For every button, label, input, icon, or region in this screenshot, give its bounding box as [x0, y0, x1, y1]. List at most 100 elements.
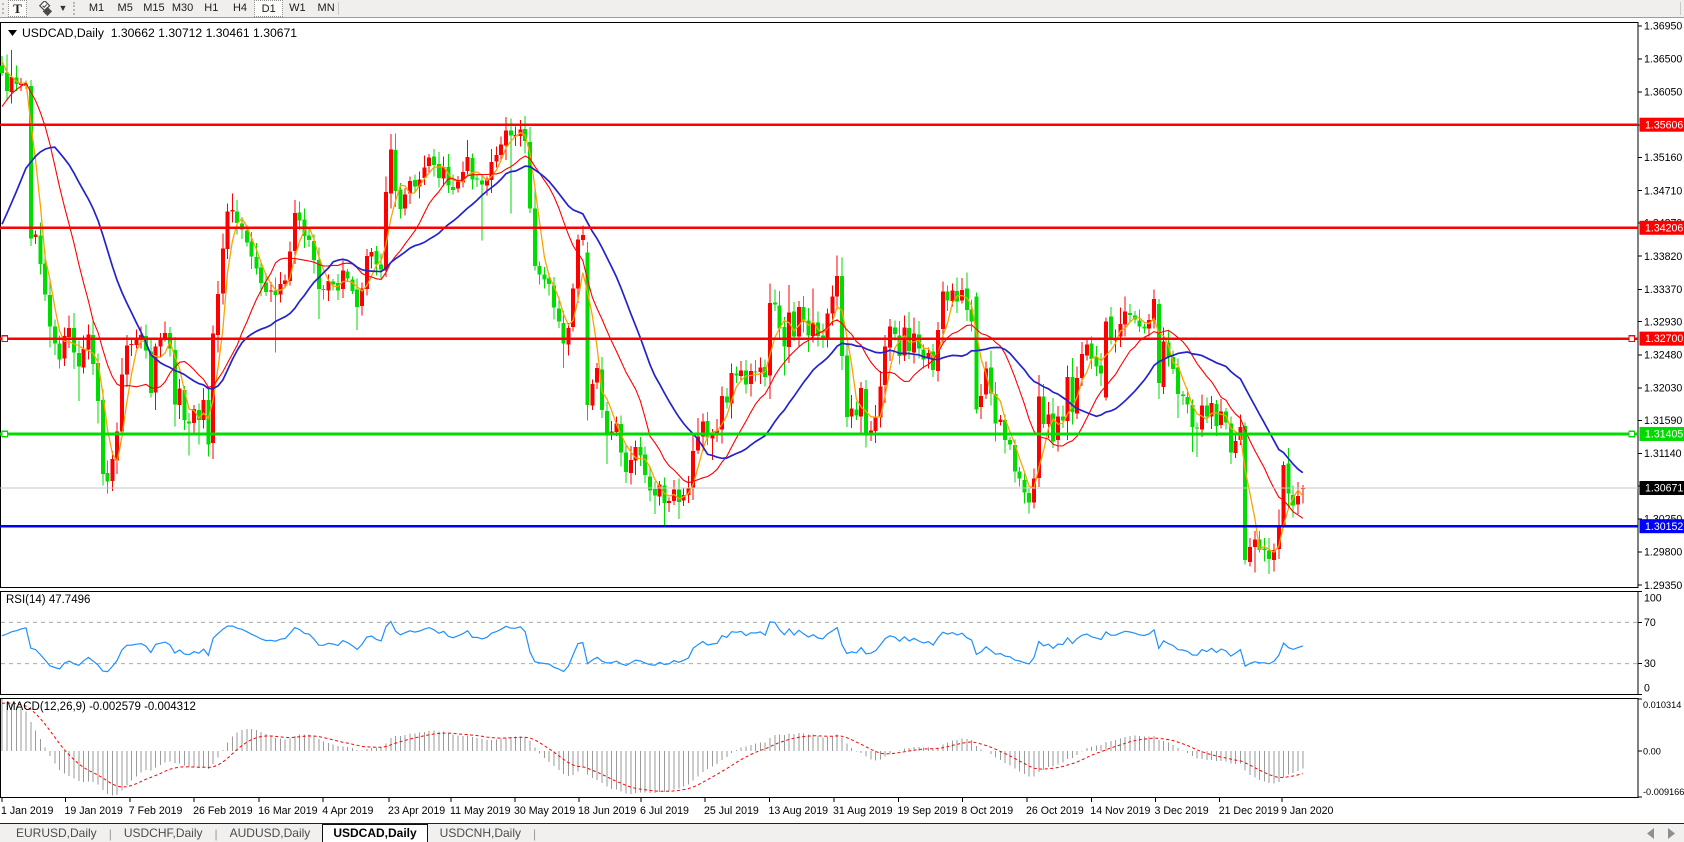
candle-body-down	[772, 302, 777, 305]
text-tool-button[interactable]: T	[8, 0, 27, 17]
chart-tab-usdcad[interactable]: USDCAD,Daily	[322, 824, 428, 842]
hline-handle-left[interactable]	[1, 430, 9, 438]
hline-handle-right[interactable]	[1628, 335, 1636, 343]
date-tick-label: 11 May 2019	[450, 805, 511, 817]
hline-handle-right[interactable]	[1628, 430, 1636, 438]
chart-canvas[interactable]: 1.369501.365001.360501.356001.351601.347…	[0, 22, 1684, 823]
candle-body-down	[91, 335, 96, 364]
date-tick-label: 25 Jul 2019	[704, 805, 759, 817]
candle-body-up	[720, 395, 724, 430]
candle-body-down	[1128, 312, 1132, 315]
tool-dropdown-caret-icon[interactable]: ▼	[58, 3, 68, 13]
price-tick-label: 1.36500	[1644, 53, 1682, 65]
candle-body-up	[691, 451, 696, 488]
price-tick-label: 1.32480	[1644, 349, 1682, 361]
chart-tab-usdchf[interactable]: USDCHF,Daily	[123, 826, 203, 840]
candle-body-up	[494, 154, 499, 162]
candle-body-up	[408, 181, 412, 194]
rsi-line	[1, 620, 1303, 673]
candle-body-down	[379, 264, 384, 270]
candle-body-down	[393, 150, 398, 192]
candle-body-up	[422, 167, 427, 179]
candle-body-up	[1272, 549, 1276, 561]
objects-tool-button[interactable]	[35, 0, 55, 17]
candle-body-down	[446, 166, 451, 186]
toolbar-grip-icon[interactable]	[2, 3, 5, 14]
candle-body-down	[345, 271, 350, 279]
timeframe-button-mn[interactable]: MN	[317, 2, 335, 14]
macd-axis: 0.010314 0.00 -0.009166	[1638, 698, 1684, 798]
candle-body-up	[369, 251, 374, 257]
hline-price-tag-bg	[1639, 519, 1684, 534]
rsi-tick-label: 30	[1644, 658, 1656, 670]
date-tick-label: 7 Feb 2019	[129, 805, 183, 817]
candle-body-up	[984, 368, 988, 395]
date-tick-label: 26 Oct 2019	[1026, 805, 1084, 817]
candle-body-up	[326, 280, 331, 291]
candle-body-down	[321, 288, 326, 290]
candle-body-down	[1243, 426, 1248, 561]
candle-body-up	[201, 400, 206, 421]
candle-body-down	[964, 288, 969, 310]
candle-body-up	[998, 419, 1003, 422]
candle-body-down	[52, 326, 57, 344]
candle-body-up	[696, 436, 700, 451]
candle-body-up	[1276, 525, 1281, 549]
symbol-collapse-icon[interactable]	[8, 30, 17, 36]
timeframe-button-m30[interactable]: M30	[171, 2, 194, 14]
candle-body-down	[235, 211, 240, 224]
candle-body-up	[787, 312, 792, 347]
timeframe-button-h4[interactable]: H4	[232, 2, 248, 14]
candle-body-down	[1214, 403, 1219, 427]
candle-body-down	[676, 489, 681, 502]
candle-body-up	[681, 495, 686, 501]
chart-title: USDCAD,Daily 1.30662 1.30712 1.30461 1.3…	[8, 26, 297, 40]
candle-body-up	[441, 166, 446, 179]
candle-body-up	[192, 409, 196, 423]
candle-body-down	[1060, 416, 1065, 421]
candle-body-up	[748, 371, 753, 385]
candle-body-down	[552, 285, 556, 308]
current-price-tag-bg	[1639, 480, 1684, 495]
candle-body-up	[888, 326, 892, 348]
candle-body-up	[364, 256, 369, 290]
timeframe-button-d1[interactable]: D1	[254, 0, 284, 17]
timeframe-button-m15[interactable]: M15	[143, 2, 165, 14]
candle-body-down	[480, 180, 484, 185]
tab-scroll-left-icon[interactable]	[1647, 828, 1654, 839]
candle-body-down	[240, 223, 244, 230]
hline-price-tag-bg	[1639, 117, 1684, 132]
candle-body-down	[355, 289, 360, 307]
date-tick-label: 16 Mar 2019	[258, 805, 318, 817]
toolbar-separator	[338, 2, 339, 15]
candle-body-up	[153, 346, 158, 393]
macd-tick-label: -0.009166	[1643, 787, 1684, 797]
chart-tab-audusd[interactable]: AUDUSD,Daily	[229, 826, 311, 840]
candle-body-down	[206, 400, 211, 445]
tab-scroll-right-icon[interactable]	[1668, 828, 1675, 839]
tab-separator: |	[533, 826, 537, 841]
timeframe-button-m1[interactable]: M1	[88, 2, 105, 14]
candle-body-down	[916, 334, 921, 349]
candle-body-down	[1012, 444, 1017, 472]
timeframe-button-h1[interactable]: H1	[204, 2, 219, 14]
candle-body-down	[974, 296, 979, 410]
chart-tab-eurusd[interactable]: EURUSD,Daily	[16, 826, 97, 840]
candle-body-down	[48, 294, 52, 327]
timeframe-button-w1[interactable]: W1	[289, 2, 306, 14]
timeframe-button-m5[interactable]: M5	[117, 2, 133, 14]
rsi-tick-label: 0	[1644, 683, 1650, 695]
hline-price-tag-bg	[1639, 331, 1684, 346]
candle-body-down	[1003, 419, 1008, 440]
date-tick-label: 18 Jun 2019	[578, 805, 636, 817]
toolbar-grip2-icon[interactable]	[73, 2, 77, 15]
candle-body-up	[873, 417, 878, 432]
chart-tab-usdcnh[interactable]: USDCNH,Daily	[439, 826, 522, 840]
candle-body-down	[1204, 405, 1209, 417]
candle-body-up	[427, 157, 432, 166]
price-tick-label: 1.35160	[1644, 152, 1682, 164]
candle-body-down	[792, 311, 796, 337]
hline-handle-left[interactable]	[1, 335, 9, 343]
candle-body-up	[163, 332, 168, 338]
